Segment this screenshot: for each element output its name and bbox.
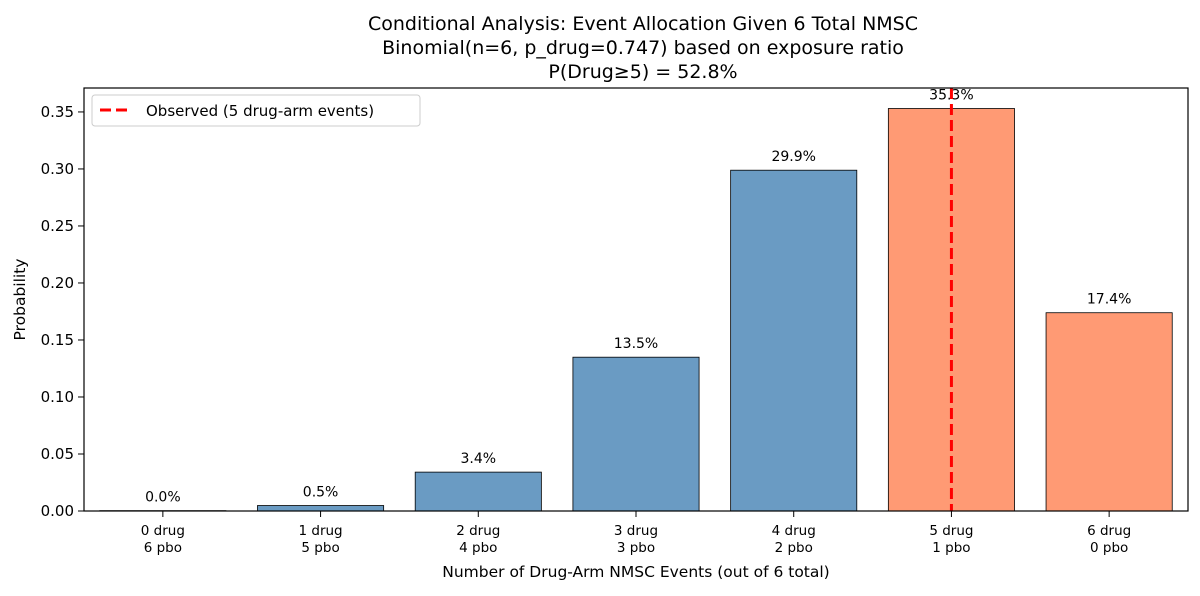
- x-tick-label-line1: 0 drug: [141, 523, 185, 539]
- bar: [573, 357, 699, 511]
- x-tick-label-line2: 0 pbo: [1090, 540, 1128, 556]
- x-axis-label: Number of Drug-Arm NMSC Events (out of 6…: [442, 563, 829, 581]
- bar: [415, 472, 541, 511]
- x-tick-label-line1: 2 drug: [456, 523, 500, 539]
- x-tick-label-line1: 1 drug: [299, 523, 343, 539]
- y-tick-label: 0.30: [41, 160, 74, 178]
- y-tick-label: 0.05: [41, 445, 74, 463]
- y-tick-label: 0.35: [41, 103, 74, 121]
- x-tick-label-line2: 6 pbo: [144, 540, 182, 556]
- bar: [731, 170, 857, 511]
- chart-title-line: P(Drug≥5) = 52.8%: [548, 61, 737, 83]
- x-tick-label-line1: 6 drug: [1087, 523, 1131, 539]
- bar: [1046, 313, 1172, 511]
- legend-label: Observed (5 drug-arm events): [146, 102, 374, 120]
- bar-value-label: 0.5%: [303, 485, 339, 501]
- x-tick-label-line1: 3 drug: [614, 523, 658, 539]
- x-tick-label-line2: 3 pbo: [617, 540, 655, 556]
- chart-title-line: Conditional Analysis: Event Allocation G…: [368, 13, 918, 35]
- bar-value-label: 3.4%: [460, 451, 496, 467]
- x-tick-label-line1: 5 drug: [929, 523, 973, 539]
- bar: [257, 506, 383, 511]
- y-tick-label: 0.00: [41, 502, 74, 520]
- bar-value-label: 29.9%: [771, 149, 815, 165]
- x-tick-label-line2: 4 pbo: [459, 540, 497, 556]
- y-tick-label: 0.10: [41, 388, 74, 406]
- x-tick-label-line1: 4 drug: [772, 523, 816, 539]
- chart-title-group: Conditional Analysis: Event Allocation G…: [368, 13, 918, 83]
- chart-title-line: Binomial(n=6, p_drug=0.747) based on exp…: [382, 37, 904, 59]
- x-tick-label-line2: 1 pbo: [932, 540, 970, 556]
- y-tick-label: 0.20: [41, 274, 74, 292]
- y-tick-label: 0.15: [41, 331, 74, 349]
- y-axis-label: Probability: [11, 259, 29, 341]
- bars-group: [100, 109, 1172, 511]
- bar-value-label: 0.0%: [145, 490, 181, 506]
- x-tick-label-line2: 2 pbo: [775, 540, 813, 556]
- bar-value-label: 17.4%: [1087, 292, 1131, 308]
- legend: Observed (5 drug-arm events): [92, 95, 420, 126]
- y-tick-label: 0.25: [41, 217, 74, 235]
- y-axis: 0.00 0.05 0.10 0.15 0.20 0.25 0.30 0.35: [41, 103, 84, 520]
- x-tick-label-line2: 5 pbo: [301, 540, 339, 556]
- bar-value-label: 13.5%: [614, 336, 658, 352]
